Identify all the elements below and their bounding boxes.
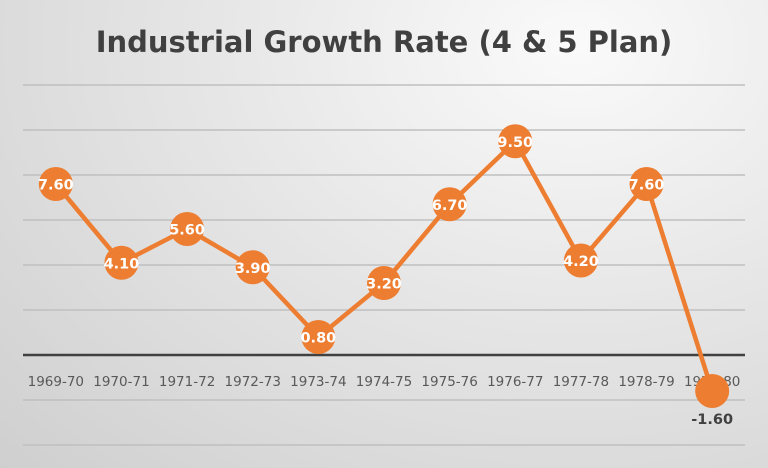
data-label: 0.80 — [300, 331, 336, 347]
data-label: 3.90 — [235, 261, 271, 277]
data-point — [498, 124, 533, 159]
data-label: 5.60 — [169, 223, 205, 239]
data-label: -1.60 — [691, 412, 733, 428]
x-tick-label: 1978-79 — [618, 374, 674, 390]
x-tick-label: 1975-76 — [421, 374, 477, 390]
data-label: 4.20 — [563, 254, 599, 270]
data-point — [563, 243, 598, 278]
x-tick-label: 1969-70 — [28, 374, 84, 390]
data-label: 9.50 — [497, 135, 533, 151]
x-tick-label: 1977-78 — [553, 374, 609, 390]
data-label: 7.60 — [38, 178, 74, 194]
data-point — [235, 250, 270, 285]
data-point — [695, 374, 730, 408]
data-label: 6.70 — [432, 198, 468, 214]
data-point — [104, 245, 139, 280]
x-tick-label: 1972-73 — [225, 374, 281, 390]
chart-title: Industrial Growth Rate (4 & 5 Plan) — [96, 25, 673, 59]
data-point — [629, 167, 664, 201]
x-tick-label: 1974-75 — [356, 374, 412, 390]
data-point — [38, 167, 73, 201]
data-point — [170, 212, 205, 246]
x-tick-label: 1970-71 — [93, 374, 149, 390]
data-label: 7.60 — [629, 178, 665, 194]
x-tick-label: 1976-77 — [487, 374, 543, 390]
x-tick-label: 1973-74 — [290, 374, 346, 390]
data-point — [301, 320, 336, 354]
data-point — [432, 187, 467, 222]
data-label: 4.10 — [104, 256, 140, 272]
data-point — [367, 266, 401, 300]
data-label: 3.20 — [366, 277, 402, 293]
x-tick-label: 1971-72 — [159, 374, 215, 390]
